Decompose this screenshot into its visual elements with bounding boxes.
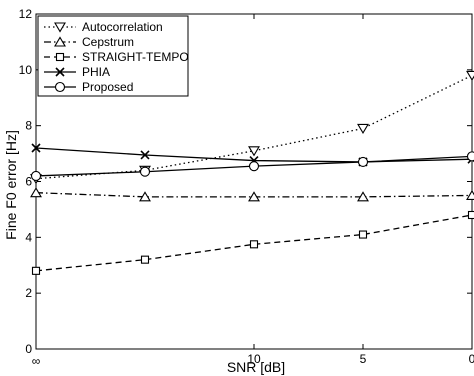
- legend-label: Proposed: [82, 80, 133, 94]
- x-tick-label: 10: [247, 352, 261, 366]
- data-point-triangle-up: [357, 191, 369, 202]
- data-point-x: [140, 150, 150, 160]
- legend-marker-circle: [54, 81, 66, 93]
- data-point-square: [358, 230, 368, 239]
- data-point-circle: [248, 161, 260, 172]
- data-point-square: [140, 255, 150, 264]
- legend-label: Autocorrelation: [82, 20, 163, 34]
- data-point-triangle-up: [139, 191, 151, 202]
- data-point-triangle-up: [466, 189, 474, 201]
- y-tick-label: 12: [19, 7, 33, 21]
- data-point-circle: [357, 156, 369, 168]
- data-point-triangle-down: [248, 146, 260, 157]
- data-point-square: [467, 210, 474, 220]
- x-axis-ticks: ∞ 10 5 0: [32, 14, 474, 368]
- series-line-square: [35, 214, 473, 272]
- y-tick-label: 4: [25, 230, 32, 244]
- y-tick-label: 8: [25, 119, 32, 133]
- data-point-circle: [466, 151, 474, 162]
- y-tick-label: 10: [19, 63, 33, 77]
- x-tick-label: 5: [360, 352, 367, 366]
- legend-label: Cepstrum: [82, 35, 134, 49]
- legend: AutocorrelationCepstrumSTRAIGHT-TEMPOPHI…: [37, 15, 189, 97]
- data-point-triangle-up: [30, 187, 42, 198]
- data-point-x: [31, 143, 41, 153]
- y-tick-label: 2: [25, 286, 32, 300]
- x-tick-label: 0: [469, 352, 474, 366]
- legend-marker-triangle-down: [54, 22, 66, 33]
- legend-label: PHIA: [82, 65, 110, 79]
- data-point-circle: [139, 166, 151, 177]
- data-point-circle: [30, 170, 42, 181]
- legend-marker-square: [55, 52, 65, 62]
- data-point-triangle-up: [248, 191, 260, 202]
- y-tick-label: 0: [25, 342, 32, 356]
- legend-label: STRAIGHT-TEMPO: [82, 50, 189, 64]
- legend-marker-x: [55, 67, 65, 77]
- data-point-square: [31, 266, 41, 275]
- x-tick-label: ∞: [32, 354, 41, 368]
- series-group: [30, 70, 474, 275]
- data-point-triangle-down: [466, 70, 474, 82]
- y-axis-label: Fine F0 error [Hz]: [3, 130, 19, 240]
- y-tick-label: 6: [25, 175, 32, 189]
- legend-marker-triangle-up: [54, 36, 66, 47]
- data-point-triangle-down: [357, 123, 369, 135]
- x-axis-label: SNR [dB]: [227, 359, 285, 375]
- data-point-square: [249, 240, 259, 249]
